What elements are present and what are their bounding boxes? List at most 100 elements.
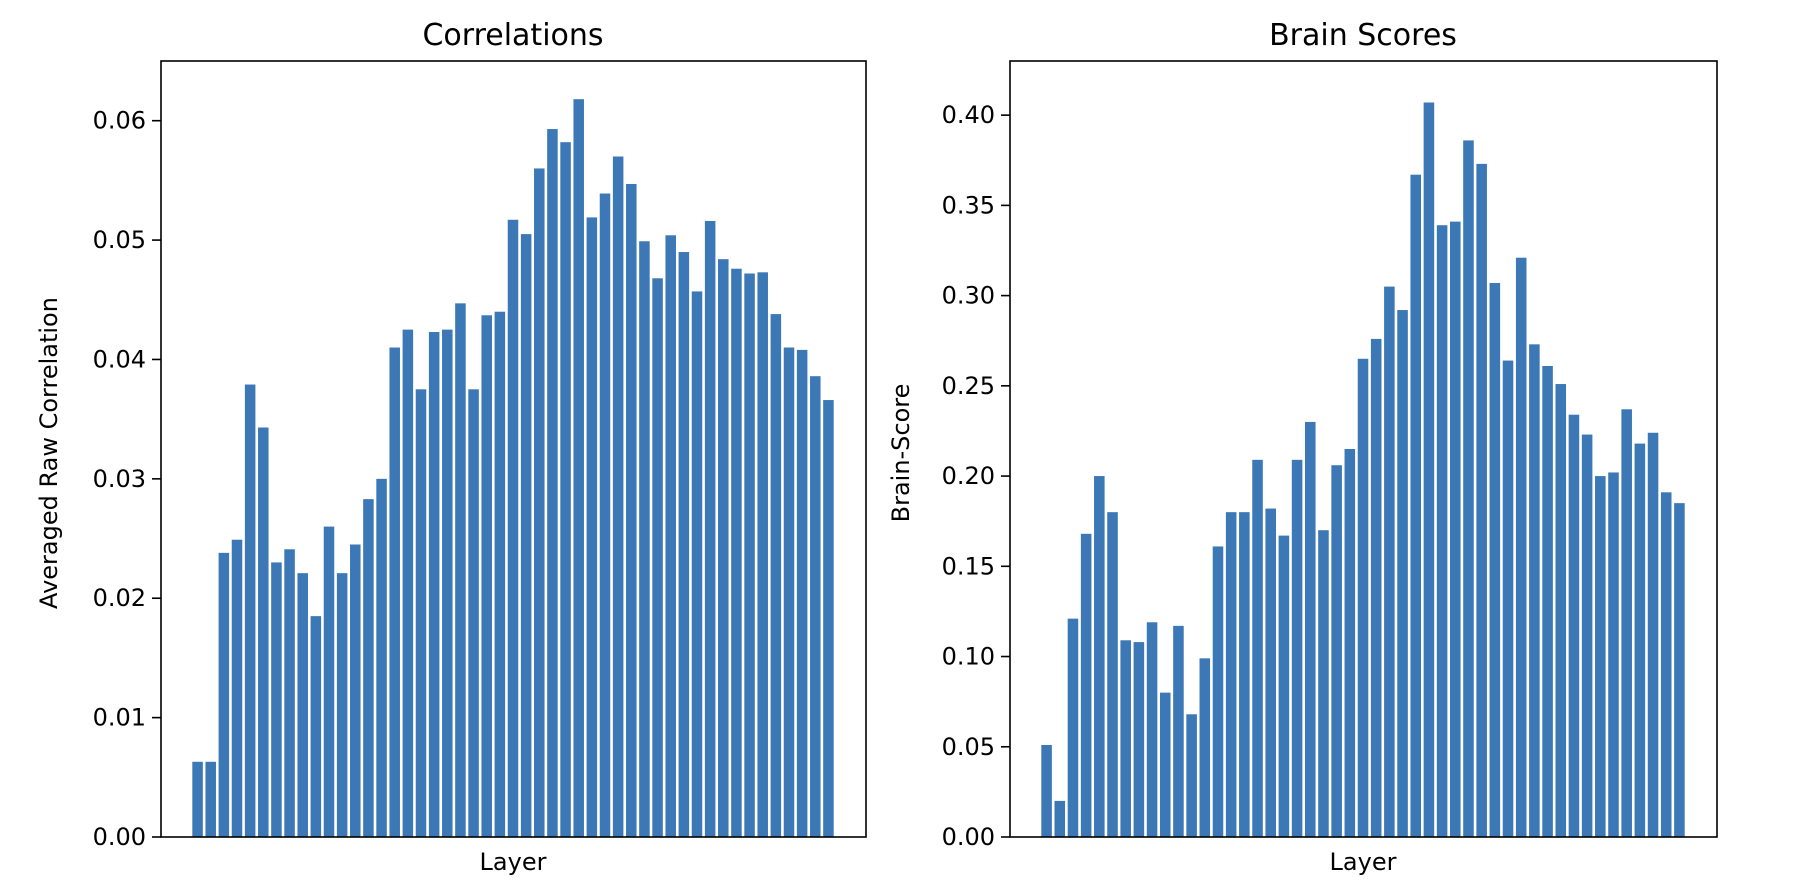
- correlations-bar: [573, 99, 584, 837]
- correlations-bar: [547, 129, 558, 838]
- correlations-axes-frame: [160, 60, 867, 838]
- brain-scores-bar: [1674, 503, 1685, 837]
- brain-scores-bar: [1555, 384, 1567, 837]
- correlations-y-tick-label: 0.00: [93, 823, 146, 851]
- brain-scores-panel: 0.00 0.05 0.10 0.15 0.20 0.25 0.30 0.35 0.40 Bra…: [887, 18, 1718, 876]
- correlations-bar: [599, 193, 611, 837]
- brain-scores-bar: [1133, 642, 1145, 837]
- brain-scores-bar: [1476, 163, 1487, 837]
- brain-scores-bar: [1502, 360, 1514, 837]
- brain-scores-bar: [1384, 286, 1395, 838]
- correlations-bar: [428, 332, 440, 837]
- brain-scores-y-tick-label: 0.30: [942, 282, 995, 310]
- correlations-bar: [350, 544, 361, 837]
- brain-scores-bar: [1489, 282, 1501, 838]
- correlations-bar: [639, 241, 650, 837]
- brain-scores-bar: [1436, 225, 1448, 838]
- brain-scores-y-tick-label: 0.35: [942, 191, 995, 219]
- brain-scores-y-tick-label: 0.00: [942, 823, 995, 851]
- brain-scores-bar: [1120, 640, 1131, 837]
- correlations-bar: [231, 539, 243, 837]
- brain-scores-bar: [1318, 530, 1329, 837]
- correlations-bar: [783, 347, 795, 837]
- correlations-bar: [258, 427, 269, 837]
- brain-scores-bar: [1173, 625, 1184, 837]
- brain-scores-title: Brain Scores: [1269, 18, 1457, 53]
- correlations-panel: 0.00 0.01 0.02 0.03 0.04 0.05 0.06 Correlation…: [35, 18, 867, 876]
- brain-scores-y-axis-label: Brain-Score: [887, 384, 915, 523]
- correlations-bar: [455, 303, 466, 838]
- brain-scores-bar: [1660, 492, 1672, 837]
- brain-scores-bar: [1212, 546, 1224, 837]
- correlations-x-axis-label: Layer: [480, 848, 547, 876]
- brain-scores-y-tick-label: 0.40: [942, 101, 995, 129]
- correlations-bar: [744, 273, 755, 837]
- brain-scores-bar: [1291, 459, 1303, 837]
- brain-scores-y-ticks: 0.00 0.05 0.10 0.15 0.20 0.25 0.30 0.35 0.40: [942, 101, 1010, 851]
- brain-scores-axes-frame: [1009, 60, 1718, 838]
- correlations-bars: [192, 99, 834, 838]
- correlations-y-tick-label: 0.02: [93, 584, 146, 612]
- brain-scores-bar: [1252, 459, 1263, 837]
- correlations-bar: [218, 552, 230, 837]
- correlations-bar: [481, 315, 492, 837]
- brain-scores-bar: [1278, 535, 1290, 837]
- correlations-bar: [363, 499, 374, 837]
- brain-scores-bar: [1542, 365, 1553, 837]
- correlations-bar: [718, 259, 729, 837]
- correlations-bar: [731, 268, 742, 838]
- correlations-bar: [665, 235, 676, 838]
- correlations-y-axis-label: Averaged Raw Correlation: [35, 297, 63, 609]
- correlations-bar: [442, 329, 453, 837]
- brain-scores-bar: [1423, 102, 1435, 837]
- brain-scores-bar: [1450, 221, 1461, 838]
- brain-scores-bar: [1054, 800, 1066, 837]
- brain-scores-bar: [1397, 310, 1408, 837]
- correlations-bar: [626, 183, 637, 838]
- brain-scores-bar: [1094, 476, 1105, 837]
- brain-scores-bar: [1304, 421, 1316, 837]
- brain-scores-bar: [1634, 443, 1646, 837]
- brain-scores-bar: [1107, 512, 1118, 837]
- correlations-bar: [271, 562, 282, 837]
- correlations-bar: [389, 347, 400, 837]
- brain-scores-bar: [1041, 744, 1052, 837]
- brain-scores-bar: [1463, 140, 1474, 837]
- correlations-bar: [810, 376, 821, 837]
- correlations-bar: [560, 142, 571, 837]
- brain-scores-bar: [1265, 508, 1276, 837]
- brain-scores-bar: [1159, 692, 1171, 837]
- correlations-bar: [192, 761, 203, 837]
- brain-scores-y-tick-label: 0.10: [942, 643, 995, 671]
- brain-scores-bar: [1067, 618, 1079, 837]
- correlations-bar: [376, 478, 387, 837]
- correlations-bar: [678, 252, 690, 837]
- correlations-bar: [796, 349, 808, 837]
- correlations-bar: [402, 329, 414, 837]
- brain-scores-y-tick-label: 0.25: [942, 372, 995, 400]
- brain-scores-bar: [1529, 344, 1540, 837]
- brain-scores-bar: [1568, 414, 1580, 837]
- brain-scores-bar: [1357, 358, 1369, 837]
- brain-scores-bar: [1146, 622, 1158, 837]
- correlations-y-tick-label: 0.06: [93, 107, 146, 135]
- brain-scores-x-axis-label: Layer: [1330, 848, 1397, 876]
- correlations-bar: [770, 314, 782, 838]
- correlations-bar: [468, 389, 479, 837]
- brain-scores-bar: [1239, 512, 1250, 837]
- brain-scores-bar: [1199, 658, 1211, 837]
- correlations-y-tick-label: 0.05: [93, 226, 146, 254]
- brain-scores-bar: [1080, 533, 1092, 837]
- brain-scores-bar: [1621, 409, 1632, 837]
- correlations-y-ticks: 0.00 0.01 0.02 0.03 0.04 0.05 0.06: [93, 107, 161, 851]
- correlations-bar: [823, 400, 834, 837]
- correlations-bar: [520, 234, 532, 838]
- brain-scores-bar: [1186, 714, 1197, 837]
- correlations-bar: [284, 549, 295, 837]
- correlations-bar: [244, 384, 256, 837]
- brain-scores-bar: [1344, 449, 1356, 837]
- correlations-bar: [652, 278, 663, 837]
- brain-scores-y-tick-label: 0.15: [942, 552, 995, 580]
- brain-scores-bar: [1581, 434, 1593, 837]
